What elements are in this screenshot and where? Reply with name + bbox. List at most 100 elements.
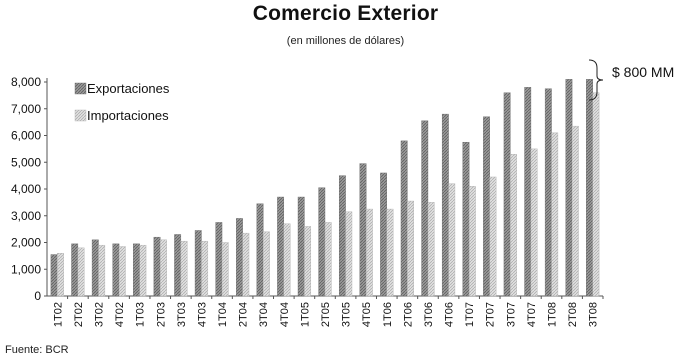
x-tick-label: 3T07 [505,302,517,327]
y-tick-label: 0 [34,289,41,303]
bar-exportaciones [338,175,346,297]
y-tick-label: 2,000 [11,236,41,250]
x-tick-label: 4T05 [361,302,373,327]
bar-importaciones [304,226,312,297]
x-tick-label: 1T05 [299,302,311,327]
y-tick-label: 8,000 [11,75,41,89]
bar-importaciones [592,92,600,297]
bar-importaciones [365,208,373,297]
bar-exportaciones [483,116,490,297]
bar-exportaciones [71,243,79,297]
bar-exportaciones [112,243,120,297]
x-tick-label: 4T02 [114,302,126,327]
bar-exportaciones [194,230,202,297]
x-tick-label: 1T04 [217,302,229,327]
x-tick-label: 1T07 [464,302,476,327]
bar-exportaciones [256,203,264,297]
x-tick-label: 3T08 [588,302,600,327]
y-tick-label: 7,000 [11,102,41,116]
legend-label-exportaciones: Exportaciones [87,81,170,96]
bar-importaciones [160,239,167,297]
legend-label-importaciones: Importaciones [87,108,169,123]
bar-importaciones [468,186,476,297]
x-tick-label: 1T02 [52,302,64,327]
bar-exportaciones [400,140,408,297]
x-tick-label: 3T03 [176,302,188,327]
bar-exportaciones [544,88,552,297]
chart-subtitle: (en millones de dólares) [286,35,405,47]
bar-importaciones [57,252,64,297]
bar-exportaciones [441,113,449,297]
bar-exportaciones [586,79,593,297]
bracket-annotation: $ 800 MM [612,64,675,80]
bar-importaciones [77,247,85,297]
bar-exportaciones [297,196,305,297]
x-tick-label: 4T06 [444,302,456,327]
x-tick-label: 2T07 [485,302,497,327]
bar-exportaciones [153,236,161,297]
x-tick-label: 2T05 [320,302,332,327]
bar-importaciones [386,208,394,297]
y-tick-label: 3,000 [11,209,41,223]
bar-importaciones [180,240,188,297]
x-tick-label: 4T04 [279,302,291,327]
bar-exportaciones [174,234,182,297]
y-tick-label: 6,000 [11,129,41,143]
bar-exportaciones [565,79,573,297]
x-tick-label: 4T03 [196,302,208,327]
bar-importaciones [407,200,414,297]
bar-exportaciones [215,222,223,297]
bar-importaciones [489,176,497,297]
bar-exportaciones [318,187,326,297]
bar-importaciones [283,223,291,297]
x-tick-label: 2T06 [402,302,414,327]
y-tick-label: 1,000 [11,262,41,276]
bar-importaciones [510,154,517,297]
bar-importaciones [263,231,270,297]
bar-importaciones [571,125,579,297]
bar-importaciones [221,242,229,297]
x-tick-label: 1T08 [547,302,559,327]
x-tick-label: 2T08 [567,302,579,327]
bar-exportaciones [421,120,429,297]
bar-importaciones [201,240,209,297]
x-tick-label: 3T04 [258,302,270,327]
x-tick-label: 1T06 [382,302,394,327]
x-tick-label: 2T02 [73,302,85,327]
legend-swatch-importaciones [74,109,87,122]
bar-importaciones [530,148,538,297]
chart-title: Comercio Exterior [252,2,439,25]
bar-importaciones [98,244,106,297]
x-tick-label: 4T07 [526,302,538,327]
bar-exportaciones [359,163,367,297]
bar-importaciones [139,244,147,297]
bar-importaciones [242,232,250,297]
y-tick-label: 5,000 [11,155,41,169]
bar-importaciones [118,246,126,297]
bar-importaciones [427,202,435,297]
bar-importaciones [448,183,456,297]
bar-exportaciones [462,141,470,297]
legend-swatch-exportaciones [74,82,87,95]
bracket-shape [588,59,604,101]
x-tick-label: 3T02 [93,302,105,327]
bar-exportaciones [50,254,58,297]
bar-importaciones [551,132,559,297]
x-tick-label: 3T06 [423,302,435,327]
y-tick-label: 4,000 [11,182,41,196]
bar-importaciones [324,222,332,297]
x-tick-label: 1T03 [135,302,147,327]
bar-exportaciones [236,218,243,297]
bar-exportaciones [133,243,140,297]
x-tick-label: 3T05 [341,302,353,327]
source-note: Fuente: BCR [5,344,69,356]
x-tick-label: 2T04 [238,302,250,327]
bar-exportaciones [503,92,511,297]
x-tick-label: 2T03 [155,302,167,327]
bar-exportaciones [277,196,285,297]
bar-exportaciones [91,239,99,297]
bar-exportaciones [380,172,387,297]
bar-importaciones [345,211,353,297]
